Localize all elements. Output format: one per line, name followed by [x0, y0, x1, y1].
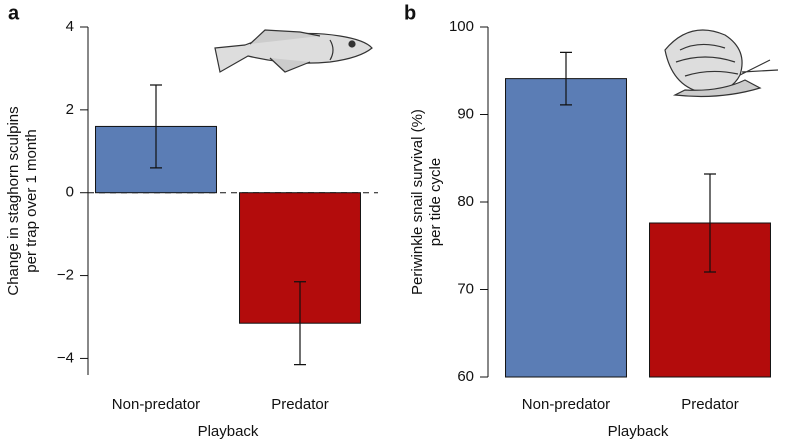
- x-axis-label: Playback: [198, 423, 259, 440]
- error-bar: [704, 173, 716, 273]
- y-tick-label: 60: [457, 368, 474, 385]
- bar: [505, 78, 627, 378]
- error-bar: [560, 51, 572, 106]
- y-axis-label: Change in staghorn sculpins: [5, 106, 22, 295]
- error-bar: [294, 281, 306, 366]
- x-axis-label: Playback: [608, 423, 669, 440]
- y-tick-label: −2: [57, 267, 74, 284]
- y-tick-label: 70: [457, 280, 474, 297]
- y-tick-label: −4: [57, 349, 74, 366]
- y-axis-label: per tide cycle: [427, 158, 444, 246]
- y-tick-label: 90: [457, 105, 474, 122]
- panel-label: b: [404, 2, 416, 24]
- panel-label: a: [8, 2, 20, 24]
- x-tick-label: Predator: [271, 396, 329, 413]
- y-tick-label: 80: [457, 193, 474, 210]
- fish-illustration: [214, 29, 373, 73]
- x-tick-label: Non-predator: [112, 396, 200, 413]
- y-tick-label: 0: [66, 184, 74, 201]
- y-tick-label: 2: [66, 101, 74, 118]
- x-tick-label: Predator: [681, 396, 739, 413]
- snail-illustration: [664, 29, 779, 98]
- y-tick-label: 4: [66, 18, 74, 35]
- y-axis-label: Periwinkle snail survival (%): [409, 109, 426, 295]
- y-tick-label: 100: [449, 18, 474, 35]
- x-tick-label: Non-predator: [522, 396, 610, 413]
- error-bar: [150, 84, 162, 169]
- y-axis-label: per trap over 1 month: [23, 129, 40, 272]
